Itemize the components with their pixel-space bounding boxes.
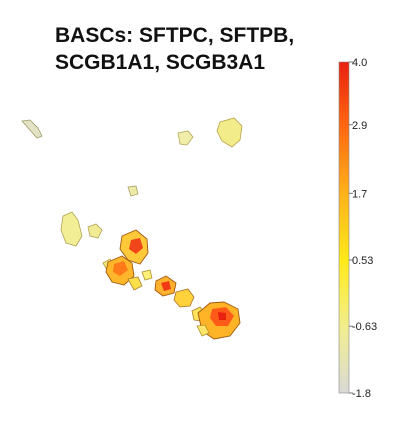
- colorbar: 4.0 2.9 1.7 0.53 -0.63 -1.8: [338, 57, 377, 400]
- cell-cluster: [141, 269, 153, 281]
- cell-cluster-hotspot: [129, 238, 143, 254]
- colorbar-gradient: [338, 61, 350, 394]
- colorbar-tick-label: 1.7: [352, 188, 367, 200]
- cell-cluster: [60, 211, 83, 247]
- chart-title-line-1: BASCs: SFTPC, SFTPB,: [55, 24, 295, 47]
- colorbar-tick-label: 2.9: [352, 120, 367, 132]
- colorbar-tick-label: -1.8: [352, 388, 371, 400]
- colorbar-tick-label: -0.63: [352, 321, 377, 333]
- cell-cluster-hotspot: [161, 281, 171, 291]
- cell-cluster: [127, 276, 143, 291]
- cell-cluster: [127, 185, 139, 197]
- cell-cluster: [216, 117, 243, 148]
- cell-cluster: [173, 288, 195, 308]
- cell-cluster-hotspot: [113, 261, 128, 276]
- cell-cluster: [177, 130, 194, 146]
- colorbar-tick-label: 0.53: [352, 255, 373, 267]
- cell-cluster: [87, 223, 103, 239]
- chart-title-line-2: SCGB1A1, SCGB3A1: [55, 51, 266, 74]
- chart-title: BASCs: SFTPC, SFTPB, SCGB1A1, SCGB3A1: [55, 22, 345, 76]
- colorbar-tick-label: 4.0: [352, 57, 367, 69]
- colorbar-ticks: 4.0 2.9 1.7 0.53 -0.63 -1.8: [349, 57, 377, 400]
- cell-clusters: [21, 117, 243, 340]
- cell-cluster: [196, 324, 210, 337]
- cell-cluster-hotspot: [218, 312, 226, 320]
- cell-cluster: [21, 119, 43, 139]
